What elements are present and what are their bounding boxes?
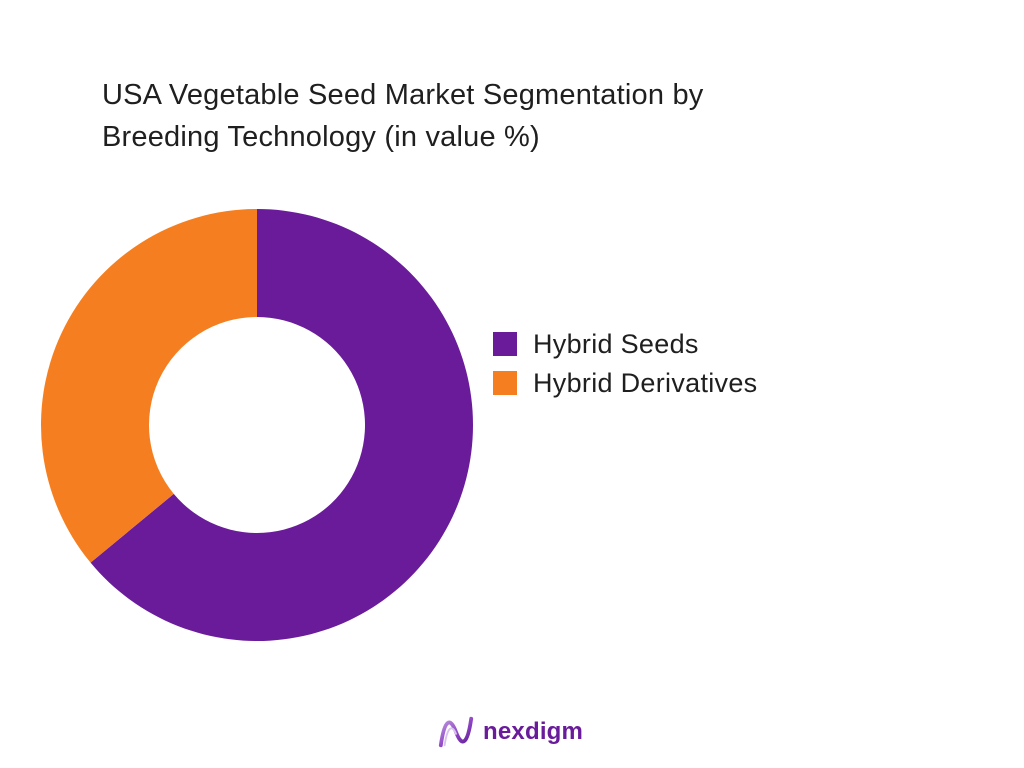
legend-label-hybrid-derivatives: Hybrid Derivatives (533, 368, 758, 398)
legend-label-hybrid-seeds: Hybrid Seeds (533, 329, 699, 359)
chart-title: USA Vegetable Seed Market Segmentation b… (102, 74, 922, 158)
legend-item-hybrid-derivatives: Hybrid Derivatives (493, 364, 757, 402)
donut-slice-hybrid-seeds (90, 209, 473, 642)
legend-item-hybrid-seeds: Hybrid Seeds (493, 325, 757, 363)
donut-slice-hybrid-derivatives (40, 209, 258, 563)
chart-legend: Hybrid Seeds Hybrid Derivatives (493, 325, 757, 403)
donut-slices (40, 209, 473, 642)
brand-name: nexdigm (483, 718, 584, 745)
legend-swatch-hybrid-derivatives (493, 371, 517, 395)
legend-swatch-hybrid-seeds (493, 332, 517, 356)
chart-title-line-1: USA Vegetable Seed Market Segmentation b… (102, 79, 704, 111)
nexdigm-wave-logo-icon (438, 716, 474, 748)
chart-title-line-2: Breeding Technology (in value %) (102, 121, 540, 153)
brand-footer: nexdigm (437, 712, 583, 752)
